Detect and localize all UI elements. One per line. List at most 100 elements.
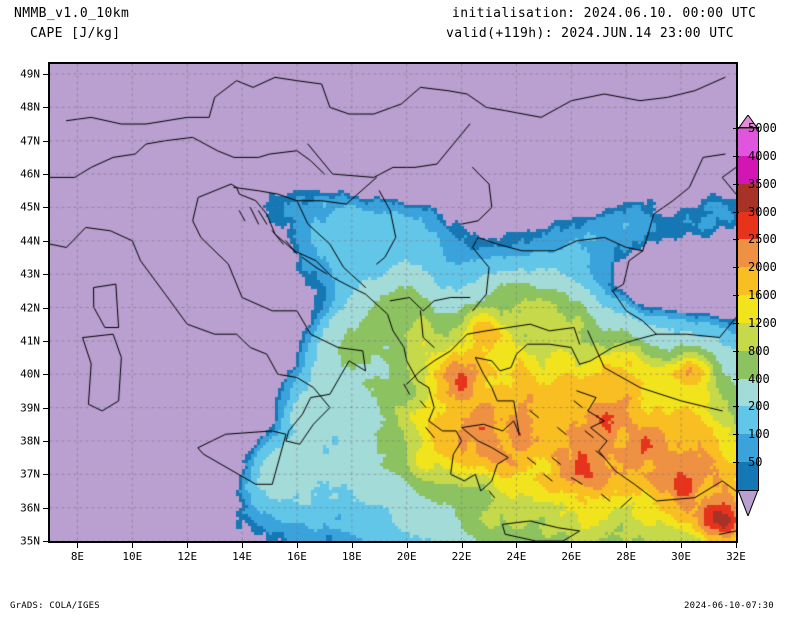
colorbar-tick [733, 462, 739, 464]
colorbar-band [738, 128, 758, 156]
y-axis-label: 44N [20, 234, 40, 248]
colorbar-band [738, 322, 758, 351]
x-axis-label: 28E [616, 550, 637, 563]
y-axis-tick [43, 240, 48, 242]
x-axis-tick [516, 543, 518, 548]
y-axis-tick [43, 274, 48, 276]
y-axis-tick [43, 374, 48, 376]
colorbar-label: 3500 [748, 176, 777, 191]
colorbar-label: 50 [748, 455, 763, 470]
y-axis-tick [43, 307, 48, 309]
colorbar-band [738, 295, 758, 323]
x-axis-label: 26E [561, 550, 582, 563]
colorbar [737, 114, 759, 490]
colorbar-tick [733, 183, 739, 185]
y-axis-tick [43, 440, 48, 442]
x-axis-label: 8E [70, 550, 85, 563]
y-axis-label: 37N [20, 467, 40, 481]
x-axis-label: 24E [506, 550, 527, 563]
x-axis-label: 12E [177, 550, 198, 563]
colorbar-band [738, 378, 758, 407]
x-axis-tick [406, 543, 408, 548]
x-axis-tick [77, 543, 79, 548]
y-axis-label: 39N [20, 401, 40, 415]
colorbar-band [738, 434, 758, 463]
x-axis-label: 30E [671, 550, 692, 563]
colorbar-tick [733, 295, 739, 297]
colorbar-tick [733, 239, 739, 241]
x-axis-tick [351, 543, 353, 548]
x-axis-label: 32E [726, 550, 746, 563]
y-axis-label: 47N [20, 134, 40, 148]
y-axis-label: 46N [20, 167, 40, 181]
valid-time: valid(+119h): 2024.JUN.14 23:00 UTC [446, 26, 734, 41]
y-axis-tick [43, 207, 48, 209]
y-axis-tick [43, 407, 48, 409]
y-axis-label: 42N [20, 301, 40, 314]
x-axis-tick [736, 543, 737, 548]
x-axis-label: 16E [287, 550, 307, 563]
x-axis-tick [626, 543, 628, 548]
x-axis-tick [242, 543, 244, 548]
x-axis-tick [571, 543, 573, 548]
colorbar-label: 200 [748, 399, 770, 414]
colorbar-label: 1200 [748, 315, 777, 330]
colorbar-label: 400 [748, 371, 770, 386]
colorbar-tick [733, 350, 739, 352]
colorbar-tick [733, 434, 739, 436]
colorbar-label: 100 [748, 427, 770, 442]
y-axis-tick [43, 174, 48, 176]
colorbar-tick [733, 128, 739, 129]
y-axis-tick [43, 541, 48, 542]
y-axis-label: 41N [20, 334, 40, 348]
x-axis-tick [132, 543, 134, 548]
colorbar-band [738, 350, 758, 379]
y-axis-label: 45N [20, 200, 40, 214]
colorbar-band [738, 406, 758, 435]
colorbar-tick [733, 155, 739, 157]
y-axis-label: 49N [20, 67, 40, 81]
render-stamp: 2024-06-10-07:30 [684, 601, 774, 611]
x-axis-label: 22E [451, 550, 472, 563]
colorbar-band [738, 183, 758, 212]
y-axis-label: 38N [20, 434, 40, 448]
x-axis-label: 14E [232, 550, 253, 563]
colorbar-tick [733, 378, 739, 380]
colorbar-label: 2000 [748, 260, 777, 275]
variable-title: CAPE [J/kg] [30, 26, 121, 41]
colorbar-label: 4000 [748, 148, 777, 163]
y-axis-label: 43N [20, 267, 40, 281]
y-axis-label: 48N [20, 100, 40, 114]
colorbar-band [738, 211, 758, 240]
colorbar-band [738, 462, 758, 490]
colorbar-label: 2500 [748, 232, 777, 247]
y-axis-label: 36N [20, 501, 40, 515]
y-axis-tick [43, 340, 48, 342]
x-axis-tick [296, 543, 298, 548]
x-axis-tick [461, 543, 463, 548]
grads-credit: GrADS: COLA/IGES [10, 601, 100, 611]
y-axis-tick [43, 474, 48, 476]
x-axis-label: 10E [122, 550, 143, 563]
colorbar-tick [733, 322, 739, 324]
colorbar-band [738, 239, 758, 268]
x-axis-label: 20E [396, 550, 417, 563]
colorbar-band [738, 155, 758, 184]
y-axis-tick [43, 507, 48, 509]
y-axis-tick [43, 140, 48, 142]
y-axis-tick [43, 107, 48, 109]
cape-field-canvas [50, 64, 736, 541]
colorbar-band [738, 267, 758, 296]
model-title: NMMB_v1.0_10km [14, 6, 130, 21]
x-axis-label: 18E [341, 550, 362, 563]
x-axis-tick [187, 543, 189, 548]
y-axis-label: 35N [20, 534, 40, 548]
colorbar-tick [733, 211, 739, 213]
colorbar-under-arrow [738, 490, 758, 516]
y-axis-tick [43, 74, 48, 75]
colorbar-label: 3000 [748, 204, 777, 219]
x-axis-tick [681, 543, 683, 548]
y-axis-label: 40N [20, 367, 40, 381]
colorbar-tick [733, 406, 739, 408]
